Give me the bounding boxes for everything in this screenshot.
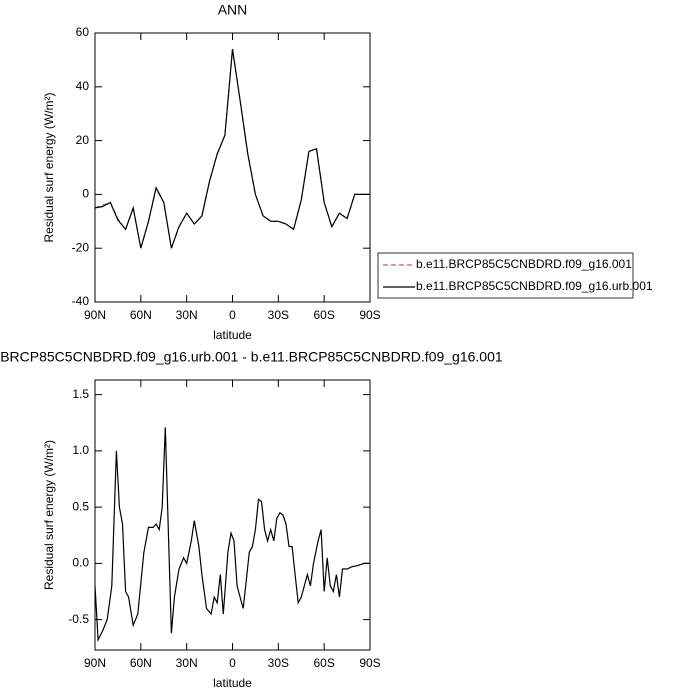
x-tick-label: 30S	[268, 656, 289, 670]
x-tick-label: 90N	[84, 308, 106, 322]
y-tick-label: 0.5	[72, 499, 89, 513]
y-tick-label: 0.0	[72, 556, 89, 570]
y-tick-label: 40	[76, 79, 90, 93]
x-tick-label: 90S	[359, 656, 380, 670]
x-tick-label: 60S	[313, 308, 334, 322]
x-tick-label: 30N	[176, 656, 198, 670]
y-tick-label: 60	[76, 25, 90, 39]
y-axis-label: Residual surf energy (W/m²)	[42, 92, 56, 242]
y-tick-label: 1.0	[72, 443, 89, 457]
y-tick-label: 1.5	[72, 387, 89, 401]
x-tick-label: 0	[229, 308, 236, 322]
y-tick-label: 0	[82, 187, 89, 201]
y-tick-label: 20	[76, 133, 90, 147]
chart-title: ANN	[218, 2, 248, 18]
plot-frame	[94, 379, 371, 651]
x-tick-label: 30S	[268, 308, 289, 322]
plot-frame	[94, 32, 371, 303]
legend-label: b.e11.BRCP85C5CNBDRD.f09_g16.001	[416, 257, 632, 271]
y-tick-label: -40	[72, 294, 90, 308]
y-tick-label: -0.5	[68, 612, 89, 626]
data-line	[94, 427, 370, 643]
x-tick-label: 0	[229, 656, 236, 670]
x-tick-label: 90N	[84, 656, 106, 670]
data-line	[94, 49, 370, 249]
y-axis-label: Residual surf energy (W/m²)	[42, 440, 56, 590]
chart-title: b.e11.BRCP85C5CNBDRD.f09_g16.urb.001 - b…	[0, 349, 503, 365]
x-tick-label: 60S	[313, 656, 334, 670]
x-axis-label: latitude	[213, 676, 252, 690]
y-tick-label: -20	[72, 240, 90, 254]
x-axis-label: latitude	[213, 328, 252, 342]
x-tick-label: 60N	[130, 308, 152, 322]
legend-box	[377, 252, 634, 299]
x-tick-label: 30N	[176, 308, 198, 322]
x-tick-label: 90S	[359, 308, 380, 322]
legend-label: b.e11.BRCP85C5CNBDRD.f09_g16.urb.001	[416, 279, 653, 293]
x-tick-label: 60N	[130, 656, 152, 670]
